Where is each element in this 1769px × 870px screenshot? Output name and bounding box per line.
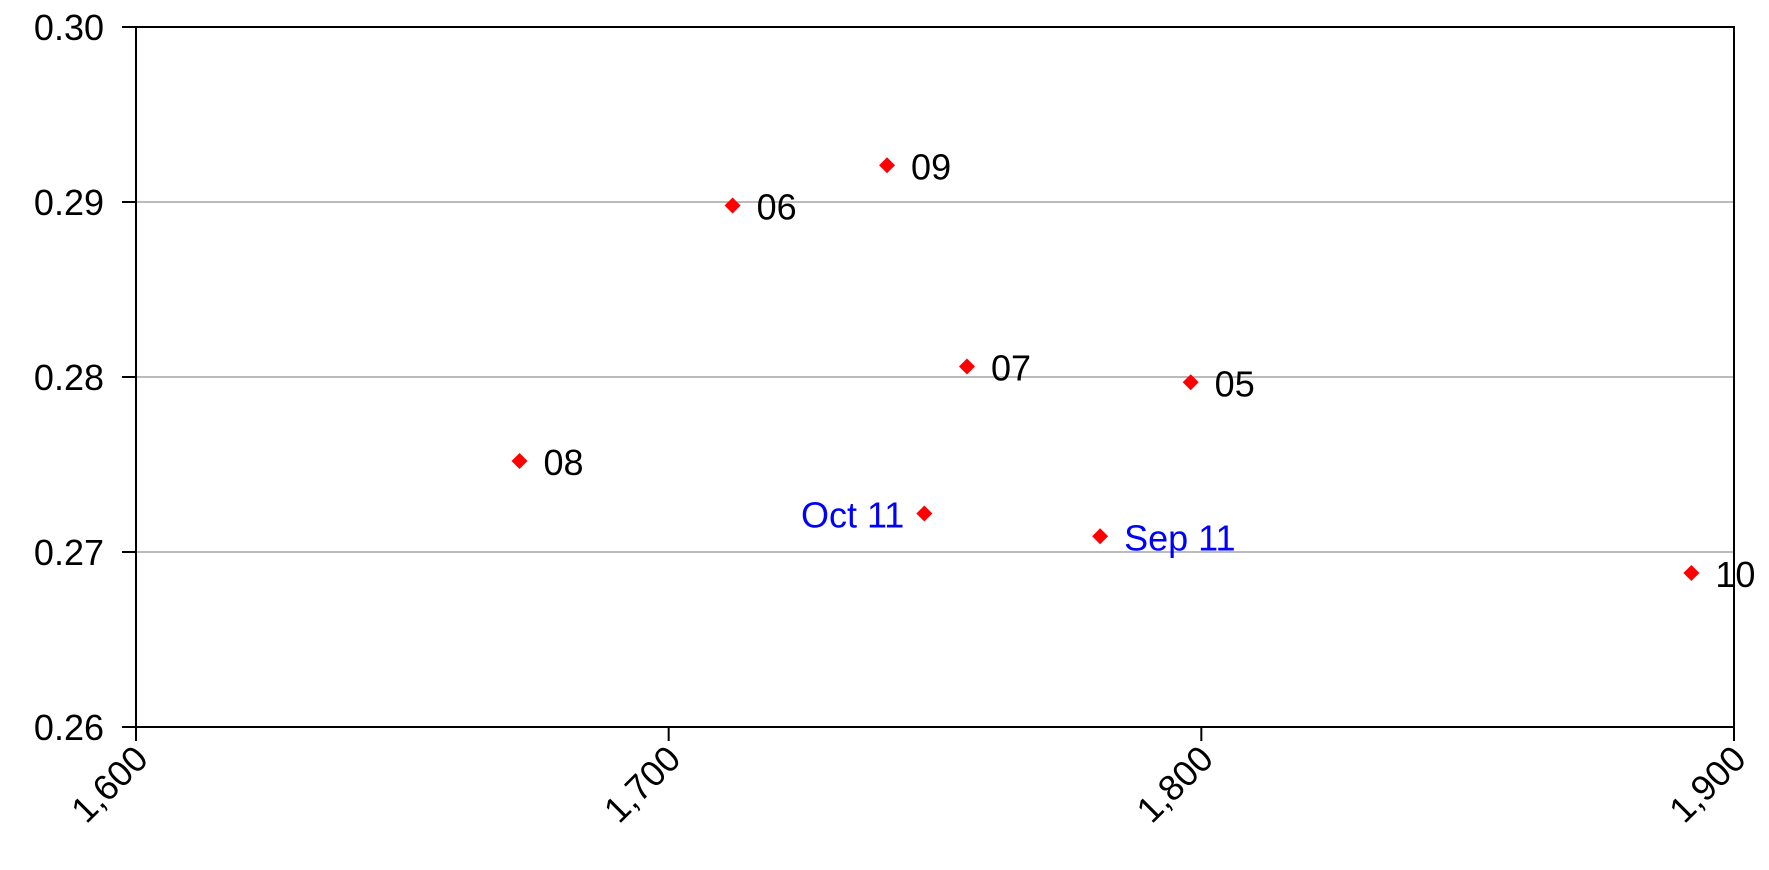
y-tick-label: 0.26 bbox=[34, 707, 104, 748]
data-point-marker bbox=[879, 157, 896, 174]
data-point-marker bbox=[1683, 565, 1700, 581]
y-tick-label: 0.29 bbox=[34, 182, 104, 223]
data-point-label: 06 bbox=[757, 187, 797, 228]
y-axis: 0.26 0.27 0.28 0.29 0.30 bbox=[34, 7, 136, 748]
data-point-label: Sep 11 bbox=[1124, 517, 1235, 558]
y-tick-label: 0.28 bbox=[34, 357, 104, 398]
data-point-marker bbox=[958, 358, 975, 375]
data-point-label: Oct 11 bbox=[801, 495, 904, 536]
data-point-marker bbox=[511, 453, 528, 469]
data-point-label: 09 bbox=[911, 146, 951, 187]
data-point-label: 05 bbox=[1215, 363, 1255, 404]
gridlines bbox=[136, 201, 1734, 553]
data-point-marker bbox=[1182, 374, 1199, 391]
data-point-label: 10 bbox=[1715, 554, 1755, 595]
data-points: 05 06 07 08 09 10 Sep 11 Oct 11 bbox=[511, 146, 1755, 595]
data-point-label: 08 bbox=[544, 442, 584, 483]
y-tick-label: 0.30 bbox=[34, 7, 104, 48]
data-point-marker bbox=[916, 505, 933, 522]
data-point-marker bbox=[1092, 528, 1109, 545]
data-point-marker bbox=[724, 197, 741, 214]
data-point-label: 07 bbox=[991, 348, 1031, 389]
y-tick-label: 0.27 bbox=[34, 532, 104, 573]
